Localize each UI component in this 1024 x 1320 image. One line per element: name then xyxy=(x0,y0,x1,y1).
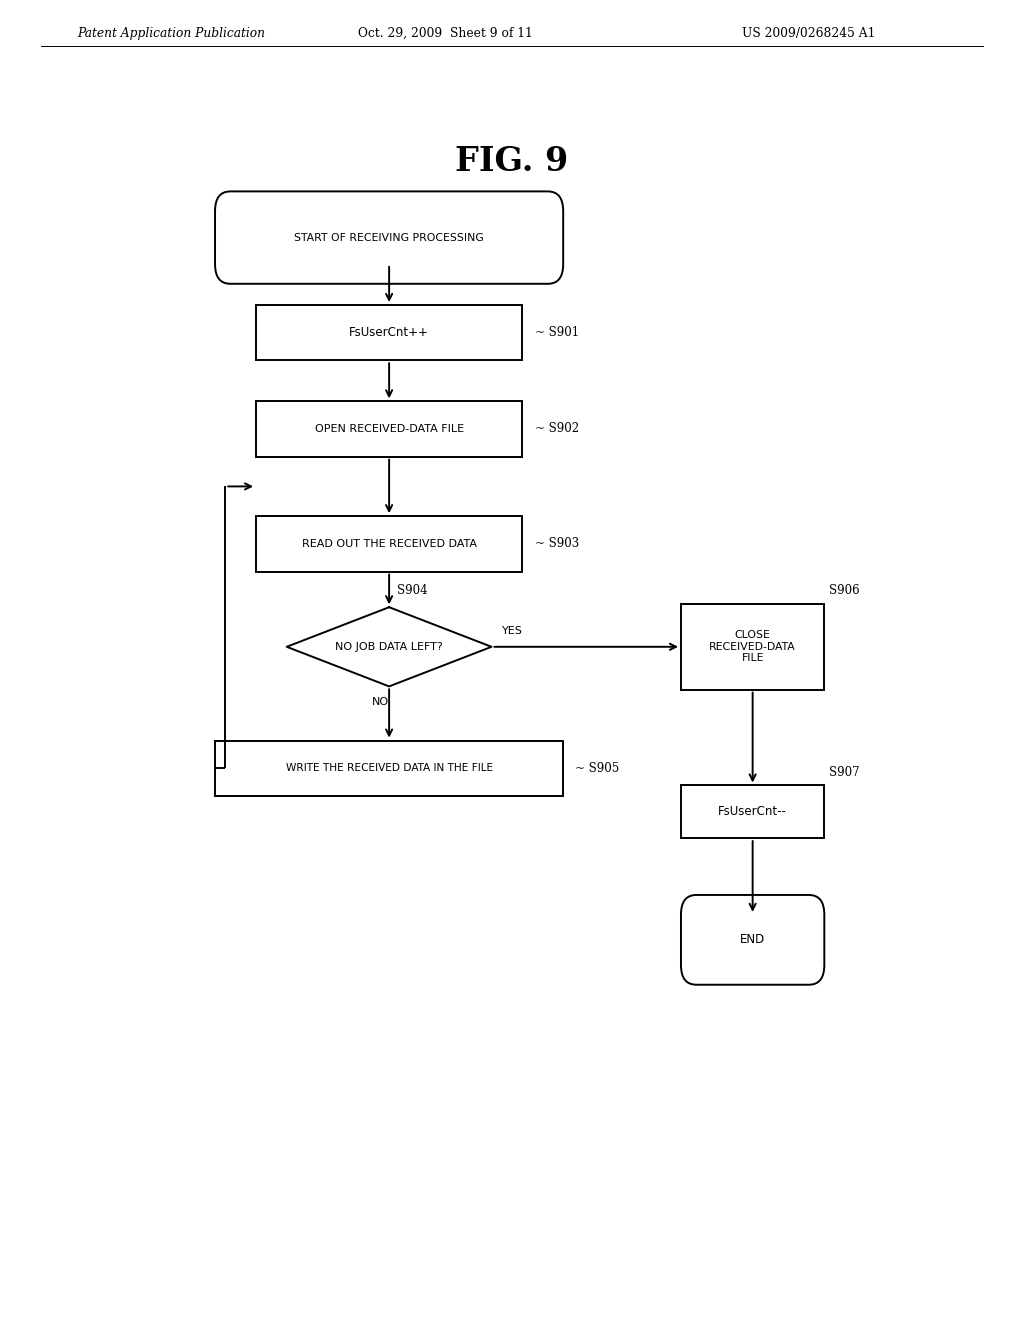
Text: S904: S904 xyxy=(397,583,428,597)
Bar xyxy=(256,305,522,360)
Text: FsUserCnt++: FsUserCnt++ xyxy=(349,326,429,339)
Text: US 2009/0268245 A1: US 2009/0268245 A1 xyxy=(742,28,876,40)
Polygon shape xyxy=(287,607,492,686)
Text: FsUserCnt--: FsUserCnt-- xyxy=(718,805,787,818)
Text: Patent Application Publication: Patent Application Publication xyxy=(77,28,265,40)
Text: FIG. 9: FIG. 9 xyxy=(456,144,568,177)
Text: READ OUT THE RECEIVED DATA: READ OUT THE RECEIVED DATA xyxy=(302,539,476,549)
Text: S906: S906 xyxy=(829,585,860,597)
Text: ~ S905: ~ S905 xyxy=(575,762,620,775)
Bar xyxy=(256,401,522,457)
Text: ~ S902: ~ S902 xyxy=(535,422,579,436)
Text: CLOSE
RECEIVED-DATA
FILE: CLOSE RECEIVED-DATA FILE xyxy=(710,630,796,664)
Text: OPEN RECEIVED-DATA FILE: OPEN RECEIVED-DATA FILE xyxy=(314,424,464,434)
FancyBboxPatch shape xyxy=(681,895,824,985)
Text: S907: S907 xyxy=(829,766,860,779)
Text: NO JOB DATA LEFT?: NO JOB DATA LEFT? xyxy=(335,642,443,652)
Text: Oct. 29, 2009  Sheet 9 of 11: Oct. 29, 2009 Sheet 9 of 11 xyxy=(358,28,532,40)
Text: NO: NO xyxy=(373,697,389,708)
Bar xyxy=(256,516,522,572)
Text: ~ S903: ~ S903 xyxy=(535,537,579,550)
FancyBboxPatch shape xyxy=(215,191,563,284)
Bar xyxy=(215,741,563,796)
Text: WRITE THE RECEIVED DATA IN THE FILE: WRITE THE RECEIVED DATA IN THE FILE xyxy=(286,763,493,774)
Bar xyxy=(681,605,824,689)
Text: END: END xyxy=(740,933,765,946)
Text: START OF RECEIVING PROCESSING: START OF RECEIVING PROCESSING xyxy=(294,232,484,243)
Text: YES: YES xyxy=(502,626,522,636)
Text: ~ S901: ~ S901 xyxy=(535,326,579,339)
Bar xyxy=(681,785,824,838)
